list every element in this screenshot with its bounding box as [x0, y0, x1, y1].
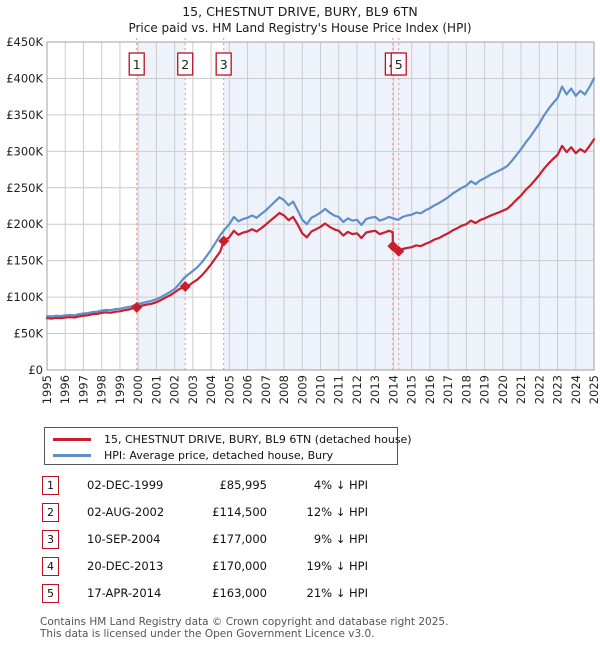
sale-hpi-diff: 19% ↓ HPI: [306, 559, 368, 573]
page-subtitle: Price paid vs. HM Land Registry's House …: [128, 21, 472, 35]
sale-number-badge: 2: [42, 503, 59, 522]
plot-border: [46, 41, 595, 371]
x-tick-label: 2004: [204, 375, 218, 404]
chart-legend: 15, CHESTNUT DRIVE, BURY, BL9 6TN (detac…: [44, 427, 412, 465]
sale-date: 20-DEC-2013: [87, 559, 164, 573]
sale-table-row: 2 02-AUG-2002 £114,500 12% ↓ HPI: [40, 503, 380, 523]
x-tick-label: 2003: [186, 375, 200, 404]
x-tick-label: 2013: [368, 375, 382, 404]
sale-number-box: [390, 52, 407, 76]
x-tick-label: 2001: [149, 375, 163, 404]
y-tick-label: £250K: [6, 181, 43, 195]
x-tick-label: 2020: [496, 375, 510, 404]
sale-number-box: [128, 52, 145, 76]
sale-number: 3: [220, 57, 228, 72]
sale-point-marker: [393, 245, 405, 257]
hpi-line-swatch: [53, 453, 91, 457]
x-tick-label: 2006: [241, 375, 255, 404]
sale-number: 2: [181, 57, 189, 72]
sale-date: 02-DEC-1999: [87, 478, 164, 492]
sale-price: £85,995: [219, 478, 267, 492]
x-tick-label: 1995: [40, 375, 54, 404]
x-tick-label: 2011: [332, 375, 346, 404]
price-line-swatch: [53, 437, 91, 441]
y-tick-label: £150K: [6, 254, 43, 268]
sale-number-badge: 5: [42, 584, 59, 603]
sale-table-row: 4 20-DEC-2013 £170,000 19% ↓ HPI: [40, 557, 380, 577]
x-tick-label: 2023: [551, 375, 565, 404]
x-tick-label: 2018: [459, 375, 473, 404]
x-tick-label: 2012: [350, 375, 364, 404]
x-tick-label: 1999: [113, 375, 127, 404]
shaded-band: [223, 42, 594, 370]
y-tick-label: £50K: [14, 327, 44, 341]
x-tick-label: 2008: [277, 375, 291, 404]
x-tick-label: 1997: [76, 375, 90, 404]
sale-table-row: 5 17-APR-2014 £163,000 21% ↓ HPI: [40, 584, 380, 604]
sale-date: 17-APR-2014: [87, 586, 162, 600]
footer-line-1: Contains HM Land Registry data © Crown c…: [40, 616, 449, 628]
sale-number: 1: [133, 57, 141, 72]
sale-number-badge: 1: [42, 476, 59, 495]
footer: Contains HM Land Registry data © Crown c…: [40, 616, 580, 640]
sale-point-marker: [131, 301, 143, 313]
x-tick-label: 2025: [587, 375, 600, 404]
sale-number: 5: [395, 57, 403, 72]
x-tick-label: 2017: [441, 375, 455, 404]
sale-number-box: [177, 52, 194, 76]
sale-hpi-diff: 12% ↓ HPI: [306, 505, 368, 519]
y-tick-label: £100K: [6, 290, 43, 304]
x-tick-label: 2016: [423, 375, 437, 404]
y-tick-label: £0: [28, 363, 43, 377]
sale-price: £163,000: [212, 586, 267, 600]
sale-number-badge: 4: [42, 557, 59, 576]
x-tick-label: 2000: [131, 375, 145, 404]
x-tick-label: 2007: [259, 375, 273, 404]
sale-table-row: 3 10-SEP-2004 £177,000 9% ↓ HPI: [40, 530, 380, 550]
y-tick-label: £400K: [6, 71, 43, 85]
x-tick-label: 2002: [168, 375, 182, 404]
sale-point-marker: [218, 235, 230, 247]
y-tick-label: £200K: [6, 217, 43, 231]
x-tick-label: 1998: [95, 375, 109, 404]
x-tick-label: 2005: [222, 375, 236, 404]
sale-date: 02-AUG-2002: [87, 505, 165, 519]
sale-hpi-diff: 21% ↓ HPI: [306, 586, 368, 600]
sale-date: 10-SEP-2004: [87, 532, 161, 546]
legend-label: 15, CHESTNUT DRIVE, BURY, BL9 6TN (detac…: [104, 432, 412, 446]
x-tick-label: 2010: [314, 375, 328, 404]
sale-hpi-diff: 9% ↓ HPI: [313, 532, 368, 546]
y-tick-label: £350K: [6, 108, 43, 122]
y-tick-label: £300K: [6, 144, 43, 158]
x-tick-label: 2019: [478, 375, 492, 404]
sale-price: £170,000: [212, 559, 267, 573]
footer-line-2: This data is licensed under the Open Gov…: [40, 627, 375, 640]
x-tick-label: 2009: [295, 375, 309, 404]
sale-hpi-diff: 4% ↓ HPI: [313, 478, 368, 492]
sale-table-row: 1 02-DEC-1999 £85,995 4% ↓ HPI: [40, 476, 380, 496]
sale-number-badge: 3: [42, 530, 59, 549]
legend-label: HPI: Average price, detached house, Bury: [104, 448, 334, 462]
x-tick-label: 2014: [386, 375, 400, 404]
sale-price: £114,500: [212, 505, 267, 519]
x-tick-label: 1996: [58, 375, 72, 404]
legend-entry-hpi: HPI: Average price, detached house, Bury: [53, 447, 397, 463]
legend-entry-price: 15, CHESTNUT DRIVE, BURY, BL9 6TN (detac…: [53, 431, 412, 447]
x-tick-label: 2024: [569, 375, 583, 404]
shaded-band: [136, 42, 186, 370]
x-tick-label: 2022: [532, 375, 546, 404]
sale-price: £177,000: [212, 532, 267, 546]
sale-point-marker: [179, 281, 191, 293]
price-chart: 12345£0£50K£100K£150K£200K£250K£300K£350…: [6, 35, 600, 404]
page-title: 15, CHESTNUT DRIVE, BURY, BL9 6TN: [182, 4, 418, 19]
x-tick-label: 2021: [514, 375, 528, 404]
x-tick-label: 2015: [405, 375, 419, 404]
y-tick-label: £450K: [6, 35, 43, 49]
sale-number-box: [215, 52, 232, 76]
